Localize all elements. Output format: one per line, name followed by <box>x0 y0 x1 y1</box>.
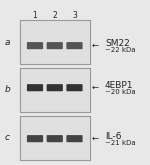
FancyBboxPatch shape <box>27 42 43 49</box>
Text: a: a <box>5 38 10 47</box>
FancyBboxPatch shape <box>66 135 83 142</box>
FancyBboxPatch shape <box>47 84 63 91</box>
Text: b: b <box>5 85 10 94</box>
Text: IL-6: IL-6 <box>105 132 122 141</box>
Text: SM22: SM22 <box>105 39 130 48</box>
Text: ~22 kDa: ~22 kDa <box>105 47 135 53</box>
Text: 1: 1 <box>33 11 37 20</box>
Text: 3: 3 <box>72 11 77 20</box>
Text: ←: ← <box>92 83 99 92</box>
Text: c: c <box>5 133 10 142</box>
FancyBboxPatch shape <box>47 42 63 49</box>
FancyBboxPatch shape <box>27 84 43 91</box>
Text: 2: 2 <box>52 11 57 20</box>
Text: 4EBP1: 4EBP1 <box>105 81 134 90</box>
Text: ←: ← <box>92 41 99 50</box>
FancyBboxPatch shape <box>47 135 63 142</box>
Text: ~21 kDa: ~21 kDa <box>105 140 136 146</box>
Text: ←: ← <box>92 134 99 143</box>
FancyBboxPatch shape <box>66 42 83 49</box>
FancyBboxPatch shape <box>66 84 83 91</box>
Text: ~20 kDa: ~20 kDa <box>105 89 136 95</box>
FancyBboxPatch shape <box>27 135 43 142</box>
